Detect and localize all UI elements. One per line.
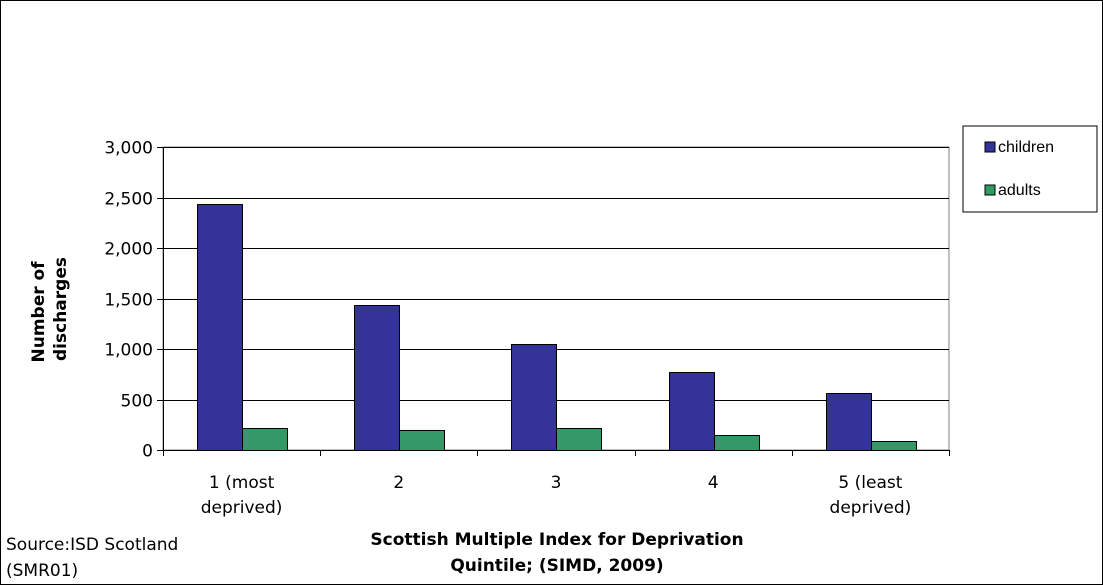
bars	[197, 204, 917, 451]
bar-adults	[242, 428, 288, 451]
legend-label-children: children	[998, 139, 1054, 156]
y-axis-title-line-1: Number of	[29, 261, 49, 363]
axes	[157, 147, 950, 456]
x-category-label: 4	[708, 473, 719, 493]
x-category-labels: 1 (most deprived) 2 3 4 5 (least deprived)	[201, 473, 912, 518]
x-category-label: deprived)	[201, 498, 283, 518]
y-tick-label: 500	[121, 392, 153, 412]
y-tick-label: 2,500	[104, 190, 153, 210]
y-tick-label: 2,000	[104, 240, 153, 260]
bar-children	[197, 204, 243, 451]
y-tick-labels: 0 500 1,000 1,500 2,000 2,500 3,000	[104, 139, 153, 462]
x-category-label: 2	[393, 473, 404, 493]
bar-adults	[399, 430, 445, 451]
legend-label-adults: adults	[998, 182, 1041, 199]
y-tick-label: 1,000	[104, 341, 153, 361]
y-axis-title-line-2: discharges	[51, 257, 71, 361]
legend-box	[962, 125, 1098, 213]
bar-children	[669, 372, 715, 451]
x-category-label: 1 (most	[209, 473, 275, 493]
legend-swatch-adults	[984, 184, 996, 196]
bar-children	[511, 344, 557, 451]
x-category-label: deprived)	[830, 498, 912, 518]
bar-adults	[714, 435, 760, 451]
legend-swatch-children	[984, 141, 996, 153]
x-category-label: 3	[551, 473, 562, 493]
y-tick-label: 0	[142, 442, 153, 462]
source-line-1: Source:ISD Scotland	[6, 535, 178, 555]
y-tick-label: 1,500	[104, 291, 153, 311]
bar-children	[354, 305, 400, 451]
x-category-label: 5 (least	[838, 473, 902, 493]
bar-adults	[556, 428, 602, 451]
y-axis-title: Number of discharges	[29, 255, 71, 362]
legend: children adults	[962, 125, 1098, 213]
x-axis-title-line-1: Scottish Multiple Index for Deprivation	[370, 530, 743, 550]
source-line-2: (SMR01)	[6, 561, 78, 581]
y-tick-label: 3,000	[104, 139, 153, 159]
x-axis-title-line-2: Quintile; (SIMD, 2009)	[450, 556, 663, 576]
bar-adults	[871, 441, 917, 451]
bar-children	[826, 393, 872, 451]
